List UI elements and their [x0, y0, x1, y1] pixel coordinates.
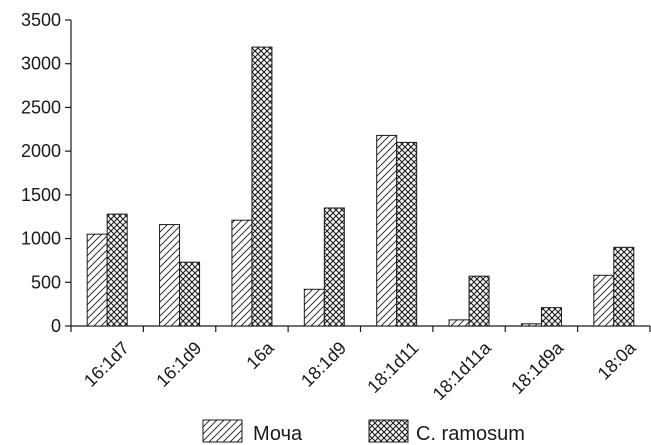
bar-series-2 [613, 246, 635, 327]
x-tick-label: 16:1d7 [80, 338, 133, 391]
bar-series-1 [376, 134, 398, 327]
bar-series-1 [448, 319, 470, 327]
x-tick-label: 18:1d11 [363, 338, 422, 397]
legend-swatch-series-2 [368, 419, 409, 443]
bar-series-2 [540, 307, 562, 327]
bar-series-1 [231, 219, 253, 327]
legend-label-series-2: C. ramosum [416, 423, 525, 445]
y-tick-label: 2000 [21, 141, 61, 161]
y-tick-label: 0 [51, 316, 61, 336]
bar-series-2 [106, 213, 128, 327]
legend-item-series-1: Моча [202, 419, 303, 445]
legend-swatch-series-1 [202, 419, 243, 443]
x-tick-label: 16:1d9 [152, 338, 205, 391]
x-tick-label: 18:0a [594, 337, 641, 384]
bar-series-1 [303, 288, 325, 327]
bar-series-1 [86, 233, 108, 327]
y-tick-label: 1000 [21, 229, 61, 249]
bar-series-2 [468, 275, 490, 327]
y-tick-label: 1500 [21, 185, 61, 205]
bar-series-2 [251, 46, 273, 327]
bar-series-2 [323, 207, 345, 327]
y-tick-label: 3000 [21, 54, 61, 74]
bar-series-1 [593, 274, 615, 327]
y-tick-label: 500 [31, 272, 61, 292]
y-tick-label: 2500 [21, 97, 61, 117]
legend-label-series-1: Моча [253, 423, 303, 445]
x-tick-label: 18:1d9 [297, 338, 350, 391]
x-tick-label: 16a [242, 337, 278, 373]
bar-series-1 [159, 224, 181, 327]
x-tick-label: 18:1d11a [429, 337, 496, 404]
legend-item-series-2: C. ramosum [368, 419, 525, 445]
legend: Моча C. ramosum [202, 419, 525, 445]
bar-series-2 [396, 141, 418, 327]
bar-series-1 [520, 323, 542, 327]
x-tick-label: 18:1d9a [507, 337, 568, 398]
y-tick-label: 3500 [21, 10, 61, 30]
bar-series-2 [179, 261, 201, 327]
